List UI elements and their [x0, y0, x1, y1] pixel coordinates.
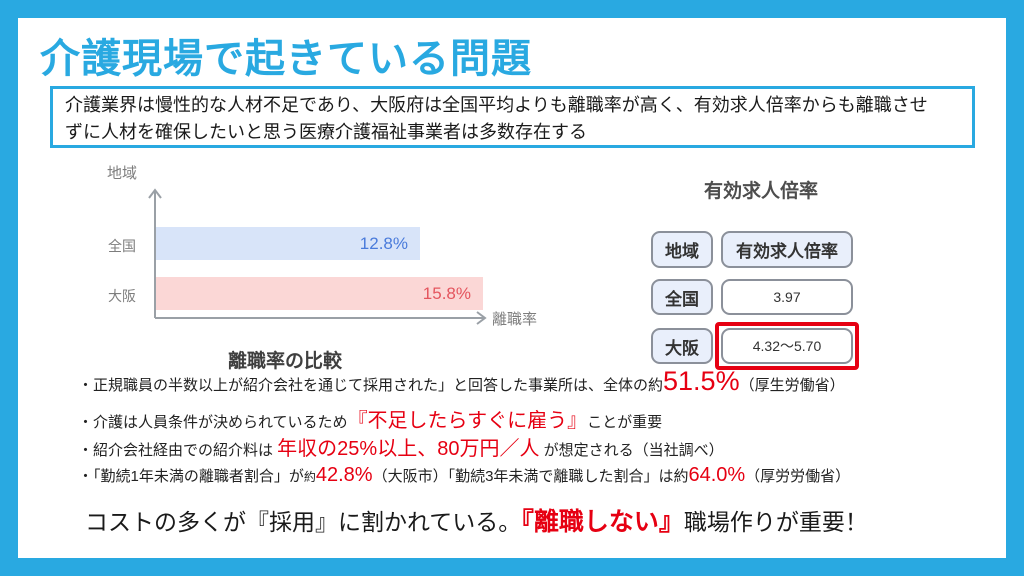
bullet-2-text: ・介護は人員条件が決められているため	[78, 414, 348, 431]
bullet-staffing-rule: ・介護は人員条件が決められているため『不足したらすぐに雇う』ことが重要	[78, 404, 662, 433]
bullet-4-source: （厚労労働省）	[745, 468, 851, 485]
turnover-rate-chart: 地域 全国 12.8% 大阪 15.8% 離職率 離職率の比較	[80, 160, 550, 375]
job-ratio-title: 有効求人倍率	[703, 181, 818, 202]
bullet-4-approx: 約	[303, 470, 316, 484]
bar-label-nation: 全国	[108, 238, 136, 254]
summary-line-2: ずに人材を確保したいと思う医療介護福祉事業者は多数存在する	[65, 122, 587, 142]
bullet-1-highlight: 51.5%	[663, 366, 740, 396]
osaka-value-highlight-ring	[715, 322, 859, 370]
conclusion-line: コストの多くが『採用』に割かれている。『離職しない』職場作りが重要！	[85, 502, 868, 538]
ratio-row-osaka-label: 大阪	[651, 328, 713, 364]
bullet-referral-fee: ・紹介会社経由での紹介料は 年収の25%以上、80万円／人 が想定される（当社調…	[78, 432, 724, 461]
bullet-3-tail: が想定される（当社調べ）	[539, 442, 724, 459]
conclusion-highlight: 『離職しない』	[521, 508, 684, 536]
bullet-1-source: （厚生労働省）	[739, 377, 845, 394]
bar-label-osaka: 大阪	[108, 288, 136, 304]
bullet-referral-hiring: ・正規職員の半数以上が紹介会社を通じて採用された」と回答した事業所は、全体の約5…	[78, 366, 845, 397]
bullet-3-text: ・紹介会社経由での紹介料は	[78, 442, 278, 459]
job-ratio-section: 有効求人倍率 地域 有効求人倍率 全国 3.97 大阪 4.32〜5.70	[633, 158, 883, 378]
bullet-2-tail: ことが重要	[587, 414, 663, 431]
conclusion-text: コストの多くが『採用』に割かれている。	[85, 509, 522, 535]
conclusion-tail: 職場作りが重要！	[683, 509, 868, 535]
bar-nation: 12.8%	[156, 227, 420, 260]
summary-line-1: 介護業界は慢性的な人材不足であり、大阪府は全国平均よりも離職率が高く、有効求人倍…	[65, 95, 928, 115]
ratio-header-region: 地域	[651, 231, 713, 268]
chart-x-axis-label: 離職率	[492, 311, 538, 328]
page-title: 介護現場で起きている問題	[40, 37, 532, 81]
bullet-early-turnover: ・「勤続1年未満の離職者割合」が約42.8%（大阪市）「勤続3年未満で離職した割…	[78, 464, 850, 487]
bullet-3-highlight: 年収の25%以上、80万円／人	[277, 438, 540, 460]
ratio-row-nation-value: 3.97	[721, 279, 853, 315]
ratio-row-nation-label: 全国	[651, 279, 713, 315]
ratio-header-value: 有効求人倍率	[721, 231, 853, 268]
bar-osaka-value: 15.8%	[422, 283, 471, 303]
bullet-4-mid: （大阪市）「勤続3年未満で離職した割合」は約	[372, 468, 689, 485]
chart-title: 離職率の比較	[227, 351, 342, 372]
bar-osaka: 15.8%	[156, 277, 483, 310]
bullet-2-highlight: 『不足したらすぐに雇う』	[347, 410, 588, 432]
summary-box: 介護業界は慢性的な人材不足であり、大阪府は全国平均よりも離職率が高く、有効求人倍…	[50, 86, 975, 148]
chart-axes	[148, 188, 487, 325]
bar-nation-value: 12.8%	[359, 233, 408, 253]
ratio-row-osaka-value: 4.32〜5.70	[721, 328, 853, 364]
bullet-4-highlight-1: 42.8%	[315, 464, 373, 486]
bullet-4-text: ・「勤続1年未満の離職者割合」が	[78, 468, 304, 485]
bullet-4-highlight-2: 64.0%	[688, 464, 746, 486]
bullet-1-text: ・正規職員の半数以上が紹介会社を通じて採用された」と回答した事業所は、全体の約	[78, 377, 664, 394]
chart-y-axis-label: 地域	[107, 165, 138, 182]
